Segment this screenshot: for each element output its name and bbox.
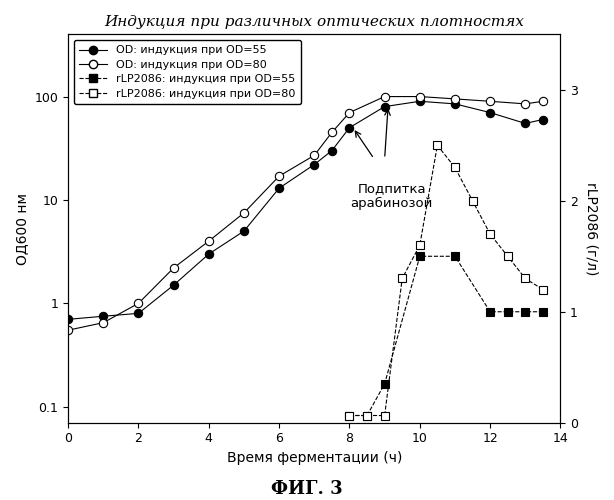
rLP2086: индукция при OD=80: (11, 2.3): индукция при OD=80: (11, 2.3) (451, 164, 459, 170)
rLP2086: индукция при OD=55: (8.5, 0.065): индукция при OD=55: (8.5, 0.065) (363, 412, 371, 418)
OD: индукция при OD=80: (13, 85): индукция при OD=80: (13, 85) (522, 101, 529, 107)
OD: индукция при OD=55: (7.5, 30): индукция при OD=55: (7.5, 30) (328, 148, 336, 154)
OD: индукция при OD=55: (10, 90): индукция при OD=55: (10, 90) (416, 98, 424, 104)
Text: Подпитка
арабинозой: Подпитка арабинозой (351, 182, 433, 210)
rLP2086: индукция при OD=55: (8, 0.065): индукция при OD=55: (8, 0.065) (346, 412, 353, 418)
OD: индукция при OD=55: (5, 5): индукция при OD=55: (5, 5) (240, 228, 247, 234)
rLP2086: индукция при OD=55: (12.5, 1): индукция при OD=55: (12.5, 1) (504, 309, 511, 315)
OD: индукция при OD=55: (2, 0.8): индукция при OD=55: (2, 0.8) (135, 310, 142, 316)
Line: OD: индукция при OD=55: OD: индукция при OD=55 (64, 97, 547, 324)
OD: индукция при OD=80: (9, 100): индукция при OD=80: (9, 100) (381, 94, 388, 100)
OD: индукция при OD=80: (11, 95): индукция при OD=80: (11, 95) (451, 96, 459, 102)
Y-axis label: rLP2086 (г/л): rLP2086 (г/л) (585, 182, 599, 275)
OD: индукция при OD=80: (12, 90): индукция при OD=80: (12, 90) (486, 98, 494, 104)
OD: индукция при OD=55: (8, 50): индукция при OD=55: (8, 50) (346, 124, 353, 130)
OD: индукция при OD=55: (3, 1.5): индукция при OD=55: (3, 1.5) (170, 282, 177, 288)
rLP2086: индукция при OD=55: (11, 1.5): индукция при OD=55: (11, 1.5) (451, 254, 459, 260)
rLP2086: индукция при OD=80: (13, 1.3): индукция при OD=80: (13, 1.3) (522, 276, 529, 281)
Text: ФИГ. 3: ФИГ. 3 (271, 480, 343, 498)
OD: индукция при OD=80: (10, 100): индукция при OD=80: (10, 100) (416, 94, 424, 100)
OD: индукция при OD=80: (8, 70): индукция при OD=80: (8, 70) (346, 110, 353, 116)
OD: индукция при OD=55: (4, 3): индукция при OD=55: (4, 3) (205, 251, 212, 257)
X-axis label: Время ферментации (ч): Время ферментации (ч) (227, 451, 402, 465)
Title: Индукция при различных оптических плотностях: Индукция при различных оптических плотно… (104, 15, 524, 29)
Line: rLP2086: индукция при OD=55: rLP2086: индукция при OD=55 (345, 252, 547, 420)
Y-axis label: ОД600 нм: ОД600 нм (15, 192, 29, 264)
OD: индукция при OD=80: (5, 7.5): индукция при OD=80: (5, 7.5) (240, 210, 247, 216)
OD: индукция при OD=55: (0, 0.7): индукция при OD=55: (0, 0.7) (64, 316, 72, 322)
OD: индукция при OD=80: (4, 4): индукция при OD=80: (4, 4) (205, 238, 212, 244)
OD: индукция при OD=55: (13.5, 60): индукция при OD=55: (13.5, 60) (539, 116, 546, 122)
rLP2086: индукция при OD=55: (9, 0.35): индукция при OD=55: (9, 0.35) (381, 381, 388, 387)
rLP2086: индукция при OD=55: (13, 1): индукция при OD=55: (13, 1) (522, 309, 529, 315)
rLP2086: индукция при OD=80: (12.5, 1.5): индукция при OD=80: (12.5, 1.5) (504, 254, 511, 260)
rLP2086: индукция при OD=80: (13.5, 1.2): индукция при OD=80: (13.5, 1.2) (539, 286, 546, 292)
Legend: OD: индукция при OD=55, OD: индукция при OD=80, rLP2086: индукция при OD=55, rLP: OD: индукция при OD=55, OD: индукция при… (74, 40, 301, 104)
OD: индукция при OD=80: (7.5, 45): индукция при OD=80: (7.5, 45) (328, 130, 336, 136)
OD: индукция при OD=55: (12, 70): индукция при OD=55: (12, 70) (486, 110, 494, 116)
OD: индукция при OD=80: (3, 2.2): индукция при OD=80: (3, 2.2) (170, 265, 177, 271)
rLP2086: индукция при OD=80: (8, 0.065): индукция при OD=80: (8, 0.065) (346, 412, 353, 418)
OD: индукция при OD=55: (13, 55): индукция при OD=55: (13, 55) (522, 120, 529, 126)
rLP2086: индукция при OD=80: (10.5, 2.5): индукция при OD=80: (10.5, 2.5) (433, 142, 441, 148)
rLP2086: индукция при OD=55: (13.5, 1): индукция при OD=55: (13.5, 1) (539, 309, 546, 315)
rLP2086: индукция при OD=80: (12, 1.7): индукция при OD=80: (12, 1.7) (486, 231, 494, 237)
OD: индукция при OD=80: (1, 0.65): индукция при OD=80: (1, 0.65) (99, 320, 107, 326)
OD: индукция при OD=80: (2, 1): индукция при OD=80: (2, 1) (135, 300, 142, 306)
OD: индукция при OD=80: (13.5, 90): индукция при OD=80: (13.5, 90) (539, 98, 546, 104)
rLP2086: индукция при OD=80: (9, 0.065): индукция при OD=80: (9, 0.065) (381, 412, 388, 418)
OD: индукция при OD=80: (0, 0.55): индукция при OD=80: (0, 0.55) (64, 327, 72, 333)
rLP2086: индукция при OD=80: (9.5, 1.3): индукция при OD=80: (9.5, 1.3) (398, 276, 406, 281)
rLP2086: индукция при OD=55: (10, 1.5): индукция при OD=55: (10, 1.5) (416, 254, 424, 260)
OD: индукция при OD=55: (6, 13): индукция при OD=55: (6, 13) (276, 185, 283, 191)
Line: rLP2086: индукция при OD=80: rLP2086: индукция при OD=80 (345, 141, 547, 419)
rLP2086: индукция при OD=80: (10, 1.6): индукция при OD=80: (10, 1.6) (416, 242, 424, 248)
rLP2086: индукция при OD=80: (8.5, 0.065): индукция при OD=80: (8.5, 0.065) (363, 412, 371, 418)
OD: индукция при OD=55: (1, 0.75): индукция при OD=55: (1, 0.75) (99, 313, 107, 319)
OD: индукция при OD=55: (9, 80): индукция при OD=55: (9, 80) (381, 104, 388, 110)
OD: индукция при OD=55: (11, 85): индукция при OD=55: (11, 85) (451, 101, 459, 107)
OD: индукция при OD=55: (7, 22): индукция при OD=55: (7, 22) (311, 162, 318, 168)
rLP2086: индукция при OD=55: (12, 1): индукция при OD=55: (12, 1) (486, 309, 494, 315)
rLP2086: индукция при OD=80: (11.5, 2): индукция при OD=80: (11.5, 2) (469, 198, 476, 204)
OD: индукция при OD=80: (7, 27): индукция при OD=80: (7, 27) (311, 152, 318, 158)
Line: OD: индукция при OD=80: OD: индукция при OD=80 (64, 92, 547, 334)
OD: индукция при OD=80: (6, 17): индукция при OD=80: (6, 17) (276, 173, 283, 179)
